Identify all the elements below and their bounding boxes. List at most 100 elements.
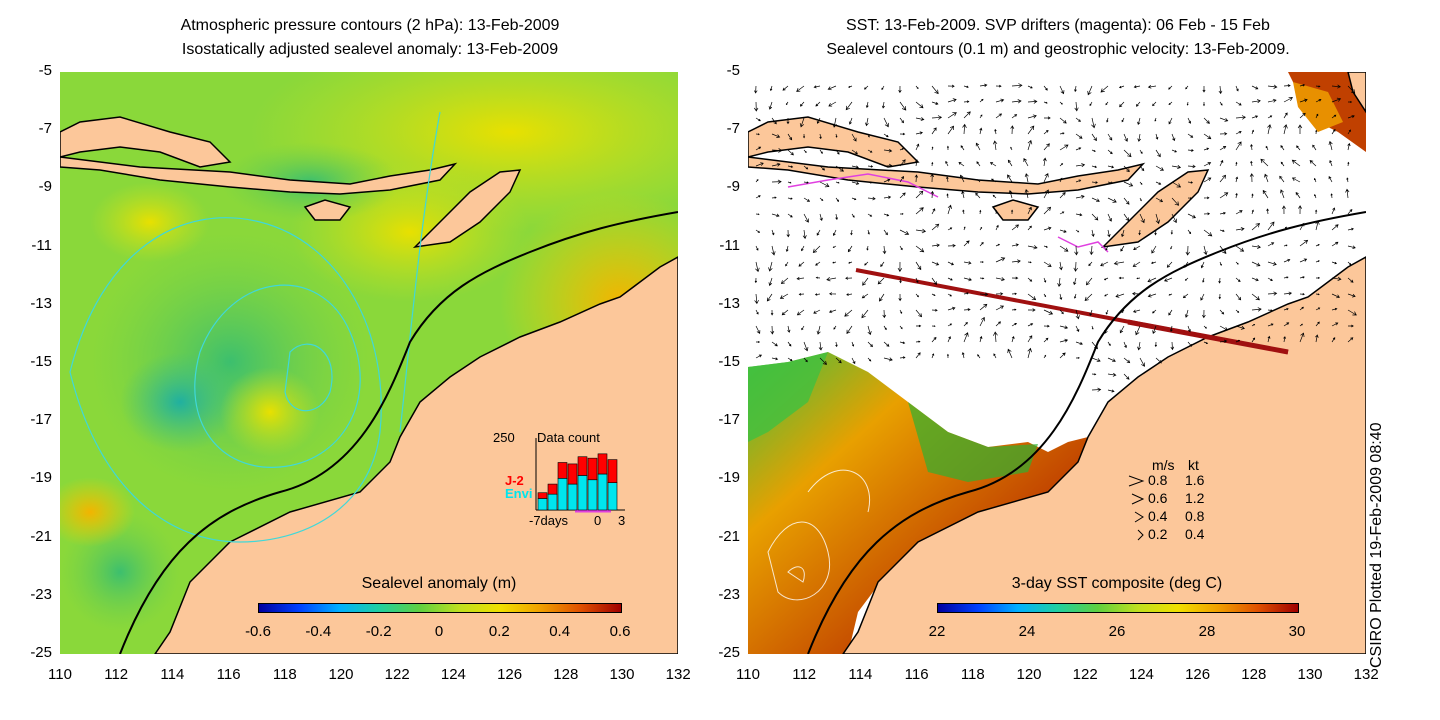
legend-speed-ms: 0.6: [1148, 490, 1168, 506]
timor-island: [1100, 169, 1210, 249]
y-tick-label: -7: [726, 120, 740, 138]
left-title-line1: Atmospheric pressure contours (2 hPa): 1…: [180, 17, 560, 34]
right-colorbar-title: 3-day SST composite (deg C): [1011, 575, 1223, 592]
inset-bar-envi: [607, 482, 618, 511]
sumba-island: [303, 199, 352, 221]
legend-speed-ms: 0.8: [1148, 472, 1168, 488]
legend-header-ms: m/s: [1152, 457, 1175, 473]
y-tick-label: -13: [30, 294, 52, 312]
legend-arrow-icon: [1131, 493, 1145, 505]
x-tick-label: 110: [48, 666, 72, 683]
nusa-tenggara-chain: [748, 116, 1146, 195]
colorbar-tick-label: 24: [1018, 623, 1036, 640]
inset-bar-envi: [537, 498, 548, 511]
inset-bar-j2: [597, 453, 608, 475]
legend-arrow-icon: [1128, 475, 1145, 487]
legend-speed-ms: 0.4: [1148, 508, 1168, 524]
x-tick-label: 110: [736, 666, 760, 683]
inset-max-label: 250: [493, 430, 515, 445]
pressure-contours: [69, 111, 441, 543]
y-tick-label: -15: [30, 353, 52, 370]
inset-bar-envi: [557, 478, 568, 511]
inset-bar-j2: [567, 463, 578, 485]
australia-landmass: [842, 256, 1366, 654]
colorbar-tick-label: -0.4: [305, 623, 332, 640]
x-tick-label: 120: [1016, 666, 1042, 683]
legend-header-kt: kt: [1188, 457, 1199, 473]
legend-speed-kt: 0.4: [1185, 526, 1205, 542]
y-tick-label: -25: [30, 644, 52, 661]
legend-speed-kt: 1.6: [1185, 472, 1205, 488]
sumba-island: [991, 199, 1040, 221]
left-title-line2: Isostatically adjusted sealevel anomaly:…: [181, 41, 559, 58]
y-tick-label: -25: [718, 644, 740, 661]
colorbar-tick-label: 30: [1288, 623, 1306, 640]
y-tick-label: -19: [718, 469, 740, 487]
inset-series-envi: Envi: [505, 486, 533, 501]
inset-bar-envi: [587, 479, 598, 511]
sealevel-contours: [767, 469, 870, 601]
legend-speed-kt: 1.2: [1185, 490, 1205, 506]
colorbar-tick-label: -0.6: [245, 623, 271, 640]
y-tick-label: -9: [38, 178, 52, 196]
y-tick-label: -23: [30, 585, 52, 603]
inset-chart: [535, 438, 625, 513]
y-tick-label: -5: [726, 62, 740, 79]
y-tick-label: -21: [30, 527, 52, 545]
left-colorbar-title: Sealevel anomaly (m): [361, 575, 517, 592]
right-title-line1: SST: 13-Feb-2009. SVP drifters (magenta)…: [846, 17, 1270, 34]
inset-bar-envi: [567, 483, 578, 511]
x-tick-label: 118: [272, 666, 297, 683]
inset-bar-envi: [597, 473, 608, 511]
y-tick-label: -7: [38, 120, 52, 138]
colorbar-tick-label: 26: [1108, 623, 1126, 640]
x-tick-label: 122: [384, 666, 410, 683]
inset-bar-j2: [587, 457, 598, 481]
svp-drifter-track: [787, 173, 1109, 253]
inset-bar-j2: [547, 483, 558, 495]
x-tick-label: 114: [160, 666, 185, 683]
x-tick-label: 114: [848, 666, 873, 683]
inset-title: Data count: [537, 430, 600, 445]
x-tick-label: 120: [328, 666, 354, 683]
velocity-arrow: [753, 83, 1357, 393]
timor-island: [412, 169, 522, 249]
left-colorbar: [258, 603, 622, 613]
x-tick-label: 122: [1072, 666, 1098, 683]
colorbar-tick-label: 22: [928, 623, 946, 640]
x-tick-label: 128: [1241, 666, 1267, 683]
new-guinea-land: [1347, 72, 1366, 114]
x-tick-label: 112: [104, 666, 129, 683]
x-tick-label: 126: [497, 666, 523, 683]
y-tick-label: -11: [31, 236, 52, 254]
credit-label: CSIRO Plotted 19-Feb-2009 08:40: [1368, 422, 1385, 668]
inset-bar-j2: [557, 462, 568, 479]
right-map: [748, 72, 1366, 654]
x-tick-label: 130: [609, 666, 635, 683]
legend-speed-ms: 0.2: [1148, 526, 1168, 542]
colorbar-tick-label: 0: [434, 623, 444, 640]
shelf-break-line: [119, 211, 678, 654]
x-tick-label: 130: [1297, 666, 1323, 683]
y-tick-label: -5: [38, 62, 52, 79]
x-tick-label: 128: [553, 666, 579, 683]
inset-x-left: -7days: [529, 513, 569, 528]
y-tick-label: -9: [726, 178, 740, 196]
x-tick-label: 126: [1185, 666, 1211, 683]
y-tick-label: -11: [719, 236, 740, 254]
inset-bar-envi: [577, 475, 588, 511]
left-map: [60, 72, 678, 654]
legend-arrow-icon: [1137, 529, 1144, 541]
australia-landmass: [154, 256, 678, 654]
inset-bar-j2: [537, 492, 548, 499]
y-tick-label: -13: [718, 294, 740, 312]
x-tick-label: 118: [960, 666, 985, 683]
colorbar-tick-label: 0.6: [609, 623, 631, 640]
x-tick-label: 124: [440, 666, 466, 683]
inset-bar-j2: [607, 459, 618, 483]
right-colorbar: [937, 603, 1299, 613]
inset-x-zero: 0: [594, 513, 602, 528]
nusa-tenggara-chain: [60, 116, 458, 195]
x-tick-label: 116: [904, 666, 929, 683]
inset-series-j2: J-2: [505, 473, 524, 488]
